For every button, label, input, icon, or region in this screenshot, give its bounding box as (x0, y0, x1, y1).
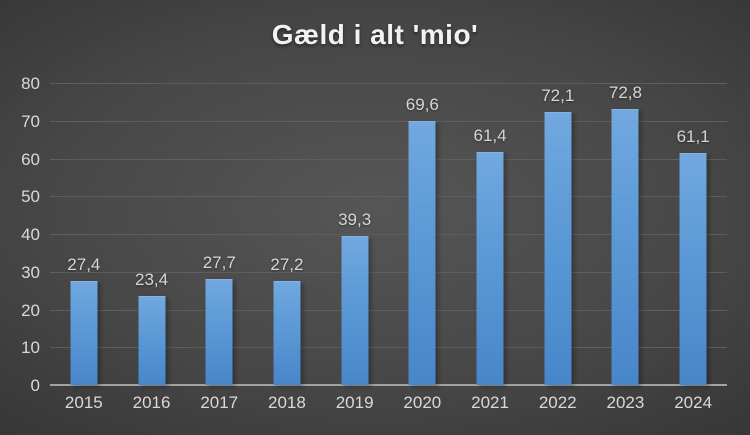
bar-value-label-2017: 27,7 (202, 253, 236, 273)
bar-2015 (70, 280, 98, 385)
bar-2021 (476, 152, 504, 385)
category-2017: 27,7 2017 (185, 83, 253, 412)
category-2024: 61,1 2024 (659, 83, 727, 412)
bar-value-label-2015: 27,4 (67, 254, 101, 274)
gridline-20 (50, 309, 727, 311)
x-axis-label-2017: 2017 (200, 393, 239, 412)
x-axis-line (50, 384, 727, 386)
bar-2022 (544, 111, 572, 385)
bar-2020 (408, 121, 436, 385)
x-axis-label-2015: 2015 (64, 393, 103, 412)
y-axis-label-50: 50 (21, 187, 40, 207)
bar-value-label-2024: 61,1 (676, 127, 710, 147)
chart-title: Gæld i alt 'mio' (271, 19, 479, 50)
x-axis-label-2020: 2020 (403, 393, 442, 412)
x-axis-label-2019: 2019 (335, 393, 374, 412)
category-2020: 69,6 2020 (389, 83, 457, 412)
x-axis-label-2022: 2022 (538, 393, 577, 412)
gridline-10 (50, 347, 727, 349)
bar-2024 (679, 153, 707, 385)
x-axis-label-2023: 2023 (606, 393, 645, 412)
bar-value-label-2019: 39,3 (338, 209, 372, 229)
bar-value-label-2018: 27,2 (270, 255, 304, 275)
x-axis-label-2024: 2024 (674, 393, 713, 412)
bar-value-label-2022: 72,1 (541, 85, 575, 105)
bar-value-label-2020: 69,6 (405, 95, 439, 115)
y-axis-label-10: 10 (21, 338, 40, 358)
bar-2018 (273, 281, 301, 385)
y-axis-label-30: 30 (21, 262, 40, 282)
bar-2019 (341, 235, 369, 385)
x-axis-label-2018: 2018 (268, 393, 306, 412)
bar-value-label-2021: 61,4 (473, 126, 507, 146)
category-2016: 23,4 2016 (118, 83, 186, 412)
gridline-80 (50, 83, 727, 84)
plot-area: 0 10 20 30 40 50 60 70 80 27,4 2015 23,4 2016 27,7 201… (21, 75, 727, 412)
category-2018: 27,2 2018 (253, 83, 321, 412)
y-axis-label-40: 40 (21, 225, 40, 244)
y-axis-label-70: 70 (21, 111, 40, 131)
y-axis-label-20: 20 (21, 300, 40, 320)
y-axis-label-60: 60 (21, 149, 40, 169)
bar-value-label-2016: 23,4 (134, 269, 169, 289)
y-axis-label-0: 0 (30, 376, 40, 395)
gridline-70 (50, 120, 727, 122)
bar-2023 (611, 109, 639, 385)
category-2015: 27,4 2015 (50, 83, 118, 412)
gridline-60 (50, 158, 727, 160)
category-2023: 72,8 2023 (592, 83, 660, 412)
category-2019: 39,3 2019 (321, 83, 389, 412)
x-axis-label-2016: 2016 (132, 393, 171, 412)
gridline-40 (50, 234, 727, 235)
x-axis-label-2021: 2021 (471, 393, 509, 412)
gridline-30 (50, 271, 727, 273)
bar-2017 (205, 279, 233, 385)
category-2022: 72,1 2022 (524, 83, 592, 412)
category-2021: 61,4 2021 (456, 83, 524, 412)
gridline-50 (50, 196, 727, 198)
y-axis-label-80: 80 (21, 74, 40, 93)
bar-value-label-2023: 72,8 (608, 83, 642, 103)
bar-2016 (138, 295, 166, 385)
